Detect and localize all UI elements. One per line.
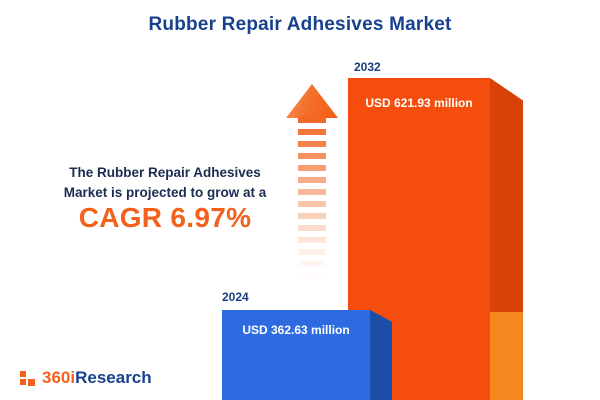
- bar-2024: USD 362.63 million: [222, 310, 370, 400]
- bar-2024-value: USD 362.63 million: [242, 323, 350, 337]
- brand-logo: 360iResearch: [20, 368, 152, 388]
- bar-label-2024: 2024: [222, 290, 249, 304]
- bar-2024-side-face: [370, 310, 392, 400]
- bar-2032-value: USD 621.93 million: [365, 96, 473, 110]
- projection-text-line1: The Rubber Repair Adhesives: [69, 165, 261, 180]
- growth-up-arrow-icon: [286, 84, 338, 284]
- arrow-dashed-shaft-icon: [298, 117, 326, 283]
- cagr-value: CAGR 6.97%: [78, 202, 252, 233]
- logo-text-research: Research: [75, 368, 152, 387]
- bar-2032-side-face: [490, 78, 523, 400]
- arrow-head-icon: [286, 84, 338, 118]
- projection-text: The Rubber Repair Adhesives Market is pr…: [35, 163, 295, 202]
- page-title: Rubber Repair Adhesives Market: [148, 14, 452, 35]
- bar-label-2032: 2032: [354, 60, 381, 74]
- logo-text-360i: 360i: [42, 368, 76, 387]
- projection-text-line2: Market is projected to grow at a: [63, 184, 267, 200]
- logo-text: 360iResearch: [42, 368, 152, 388]
- logo-squares-icon: [20, 370, 35, 386]
